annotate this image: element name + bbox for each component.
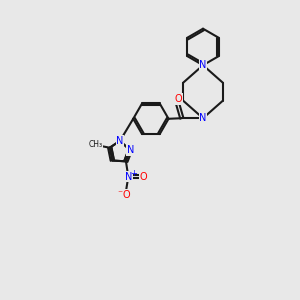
Text: N: N (127, 145, 134, 155)
Text: N: N (199, 113, 207, 123)
Text: +: + (130, 169, 137, 178)
Text: CH₃: CH₃ (89, 140, 103, 149)
Text: N: N (116, 136, 124, 146)
Text: O: O (140, 172, 147, 182)
Text: N: N (199, 60, 207, 70)
Text: ⁻: ⁻ (118, 189, 123, 199)
Text: O: O (122, 190, 130, 200)
Text: O: O (175, 94, 182, 104)
Text: N: N (124, 172, 132, 182)
